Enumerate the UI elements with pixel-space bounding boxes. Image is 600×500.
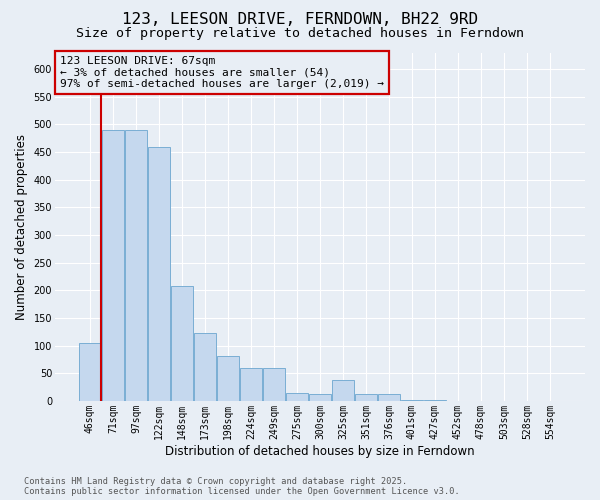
Bar <box>217 356 239 401</box>
Bar <box>355 394 377 401</box>
Bar <box>378 394 400 401</box>
Bar <box>125 130 147 401</box>
Bar <box>401 400 423 401</box>
Bar <box>332 380 354 401</box>
Bar <box>240 368 262 401</box>
Y-axis label: Number of detached properties: Number of detached properties <box>15 134 28 320</box>
Text: 123, LEESON DRIVE, FERNDOWN, BH22 9RD: 123, LEESON DRIVE, FERNDOWN, BH22 9RD <box>122 12 478 28</box>
Bar <box>263 368 285 401</box>
Text: Contains HM Land Registry data © Crown copyright and database right 2025.
Contai: Contains HM Land Registry data © Crown c… <box>24 476 460 496</box>
Bar <box>79 343 101 401</box>
Bar <box>194 334 216 401</box>
Bar <box>102 130 124 401</box>
X-axis label: Distribution of detached houses by size in Ferndown: Distribution of detached houses by size … <box>165 444 475 458</box>
Bar <box>171 286 193 401</box>
Text: Size of property relative to detached houses in Ferndown: Size of property relative to detached ho… <box>76 28 524 40</box>
Bar <box>424 400 446 401</box>
Bar <box>148 146 170 401</box>
Bar <box>286 392 308 401</box>
Bar <box>309 394 331 401</box>
Text: 123 LEESON DRIVE: 67sqm
← 3% of detached houses are smaller (54)
97% of semi-det: 123 LEESON DRIVE: 67sqm ← 3% of detached… <box>60 56 384 89</box>
